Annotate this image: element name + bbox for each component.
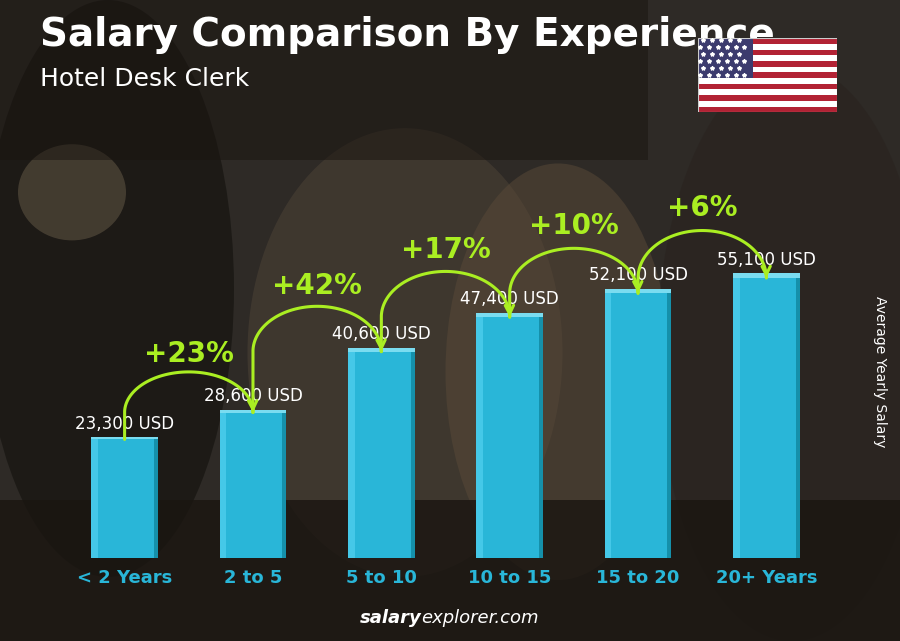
- Bar: [91, 440, 98, 558]
- Bar: [698, 101, 837, 106]
- Bar: [539, 317, 543, 558]
- Ellipse shape: [446, 163, 670, 580]
- Bar: [698, 67, 837, 72]
- Bar: [698, 90, 837, 95]
- Text: explorer.com: explorer.com: [421, 609, 539, 627]
- Bar: [668, 294, 671, 558]
- Text: +6%: +6%: [667, 194, 737, 222]
- Bar: [733, 273, 800, 278]
- Text: salary: salary: [359, 609, 421, 627]
- Text: +17%: +17%: [400, 237, 490, 264]
- Bar: [611, 294, 668, 558]
- Bar: [698, 95, 837, 101]
- Text: 47,400 USD: 47,400 USD: [460, 290, 559, 308]
- Ellipse shape: [0, 0, 234, 577]
- Bar: [698, 72, 837, 78]
- Text: Average Yearly Salary: Average Yearly Salary: [873, 296, 887, 447]
- Text: +10%: +10%: [529, 212, 618, 240]
- Text: 52,100 USD: 52,100 USD: [589, 266, 688, 284]
- Text: 55,100 USD: 55,100 USD: [717, 251, 815, 269]
- Bar: [740, 278, 796, 558]
- Bar: [698, 38, 837, 44]
- Bar: [698, 56, 837, 61]
- Text: 28,600 USD: 28,600 USD: [203, 387, 302, 405]
- Text: Salary Comparison By Experience: Salary Comparison By Experience: [40, 16, 775, 54]
- Bar: [154, 440, 158, 558]
- Text: +23%: +23%: [144, 340, 234, 367]
- Bar: [605, 294, 611, 558]
- Bar: [476, 313, 543, 317]
- Bar: [698, 84, 837, 90]
- Bar: [796, 278, 800, 558]
- Bar: [348, 348, 415, 352]
- Bar: [698, 106, 837, 112]
- Bar: [98, 440, 154, 558]
- Bar: [355, 352, 410, 558]
- Bar: [410, 352, 415, 558]
- Bar: [476, 317, 483, 558]
- Bar: [220, 413, 226, 558]
- Bar: [698, 44, 837, 50]
- Bar: [0, 0, 648, 160]
- Bar: [283, 413, 286, 558]
- Ellipse shape: [657, 64, 900, 641]
- Bar: [226, 413, 283, 558]
- Text: Hotel Desk Clerk: Hotel Desk Clerk: [40, 67, 250, 91]
- Bar: [733, 278, 740, 558]
- Text: 23,300 USD: 23,300 USD: [75, 415, 175, 433]
- Bar: [220, 410, 286, 413]
- Bar: [348, 352, 355, 558]
- Bar: [605, 288, 671, 294]
- Bar: [91, 437, 158, 440]
- Ellipse shape: [18, 144, 126, 240]
- Bar: [698, 38, 753, 78]
- Text: 40,600 USD: 40,600 USD: [332, 326, 431, 344]
- Bar: [698, 78, 837, 84]
- Bar: [698, 61, 837, 67]
- Ellipse shape: [248, 128, 562, 577]
- Text: +42%: +42%: [272, 272, 362, 300]
- Bar: [483, 317, 539, 558]
- Bar: [0, 500, 900, 641]
- Bar: [698, 50, 837, 56]
